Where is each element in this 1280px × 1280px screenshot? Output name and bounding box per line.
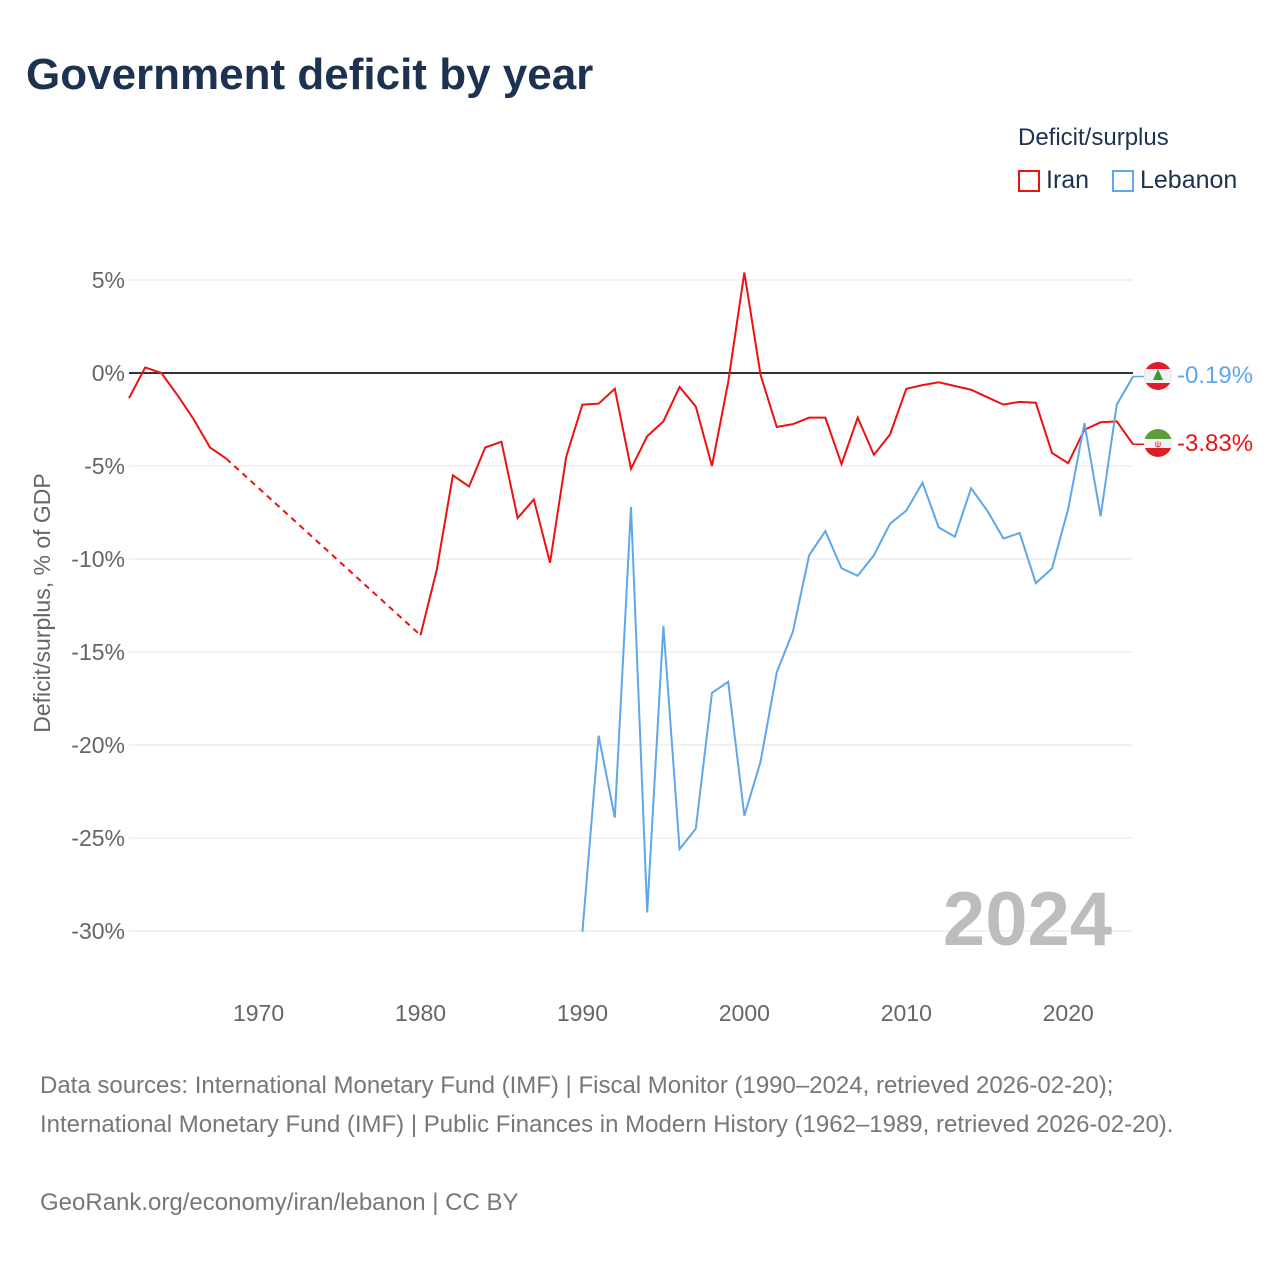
lebanon-line [581,376,1134,933]
y-tick-label: -15% [71,639,125,665]
y-tick-label: 0% [92,360,125,386]
x-tick-label: 2020 [1043,1000,1094,1026]
legend-label: Lebanon [1140,166,1238,194]
iran-flag-icon: ψ [1144,429,1172,457]
legend-title: Deficit/surplus [1018,124,1169,151]
legend-item-lebanon[interactable]: Lebanon [1112,166,1237,195]
lebanon-flag-icon [1144,362,1172,390]
x-tick-label: 2010 [881,1000,932,1026]
chart-title: Government deficit by year [26,50,594,99]
iran-gap-line [225,457,422,636]
chart-plot: 5% 0% -5% -10% -15% -20% -25% -30% 1970 1980 1990 2… [29,267,1253,1026]
data-sources: Data sources: International Monetary Fun… [40,1072,1174,1138]
y-tick-label: -20% [71,732,125,758]
legend-label: Iran [1046,166,1090,194]
x-tick-label: 1970 [233,1000,284,1026]
y-tick-label: 5% [92,267,125,293]
y-tick-label: -25% [71,825,125,851]
x-tick-label: 1990 [557,1000,608,1026]
lebanon-swatch [1112,169,1134,192]
y-axis-label: Deficit/surplus, % of GDP [29,473,55,732]
y-tick-label: -30% [71,918,125,944]
lebanon-end-label: -0.19% [1177,362,1253,389]
year-label: 2024 [943,877,1112,962]
x-tick-label: 2000 [719,1000,770,1026]
y-tick-label: -5% [84,453,125,479]
iran-line [128,272,1134,636]
iran-end-label: -3.83% [1177,430,1253,457]
y-tick-label: -10% [71,546,125,572]
credit-link[interactable]: GeoRank.org/economy/iran/lebanon | CC BY [40,1189,519,1216]
x-tick-label: 1980 [395,1000,446,1026]
svg-text:ψ: ψ [1155,439,1161,449]
iran-swatch [1018,169,1040,192]
legend-item-iran[interactable]: Iran [1018,166,1089,195]
